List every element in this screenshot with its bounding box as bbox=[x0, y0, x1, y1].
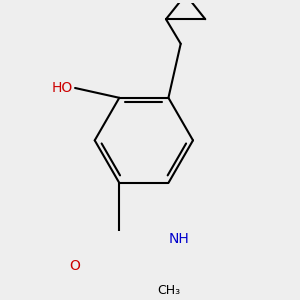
Text: NH: NH bbox=[168, 232, 189, 246]
Text: O: O bbox=[69, 260, 80, 273]
Text: CH₃: CH₃ bbox=[157, 284, 180, 297]
Text: HO: HO bbox=[51, 81, 73, 95]
